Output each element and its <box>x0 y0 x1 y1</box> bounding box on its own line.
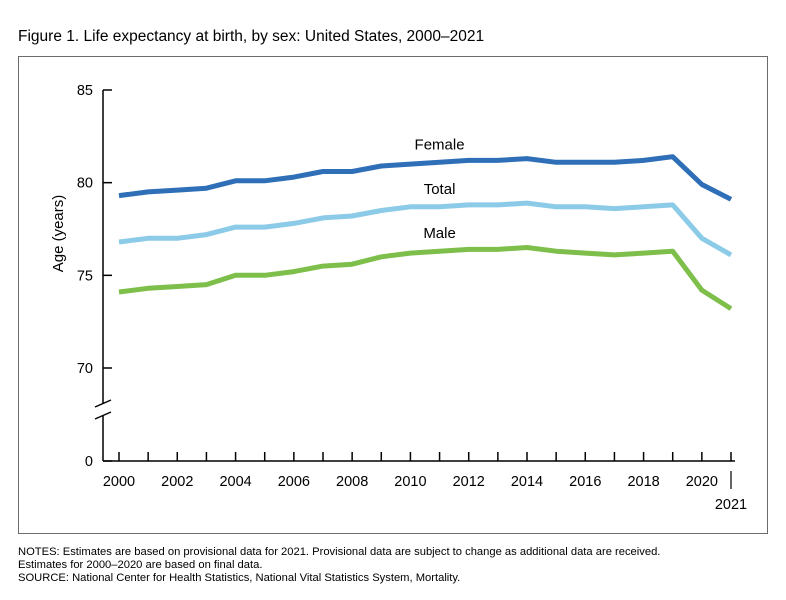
series-lines <box>118 154 733 311</box>
notes-line: NOTES: Estimates are based on provisiona… <box>18 546 661 558</box>
axes: 0 70 75 80 85 Age (years) 2000 2002 2004 2006 2008… <box>50 83 747 513</box>
line-chart: 0 70 75 80 85 Age (years) 2000 2002 2004 2006 2008… <box>50 83 747 513</box>
series-label-total: Total <box>424 181 456 198</box>
x-tick-label: 2012 <box>453 474 485 490</box>
x-tick-label: 2010 <box>394 474 426 490</box>
axis-break-mark <box>94 411 112 420</box>
y-tick-label: 0 <box>85 454 93 470</box>
series-labels: Female Total Male <box>415 136 465 242</box>
x-tick-label: 2000 <box>103 474 135 490</box>
series-label-female: Female <box>415 136 465 153</box>
y-tick-label: 80 <box>77 176 93 192</box>
figure-notes: NOTES: Estimates are based on provisiona… <box>18 546 660 586</box>
series-line-total <box>118 200 733 258</box>
x-tick-label: 2006 <box>278 474 310 490</box>
series-line-female <box>118 154 733 202</box>
notes-line: Estimates for 2000–2020 are based on fin… <box>18 559 263 572</box>
x-tick-label: 2014 <box>511 474 543 490</box>
source-line: SOURCE: National Center for Health Stati… <box>18 572 461 585</box>
series-line-male <box>118 245 733 311</box>
x-tick-label: 2016 <box>569 474 601 490</box>
x-tick-label: 2008 <box>336 474 368 490</box>
x-tick-label: 2002 <box>161 474 193 490</box>
x-tick-label: 2021 <box>715 497 747 513</box>
y-tick-label: 70 <box>77 361 93 377</box>
y-axis-title: Age (years) <box>50 195 67 273</box>
x-tick-label: 2004 <box>219 474 251 490</box>
y-tick-label: 75 <box>77 268 93 284</box>
chart-frame: 0 70 75 80 85 Age (years) 2000 2002 2004 2006 2008… <box>18 56 768 534</box>
y-tick-label: 85 <box>77 83 93 99</box>
figure-title: Figure 1. Life expectancy at birth, by s… <box>18 28 485 45</box>
axis-break-mark <box>94 399 112 408</box>
series-label-male: Male <box>423 225 456 242</box>
x-tick-label: 2020 <box>686 474 718 490</box>
x-tick-label: 2018 <box>627 474 659 490</box>
